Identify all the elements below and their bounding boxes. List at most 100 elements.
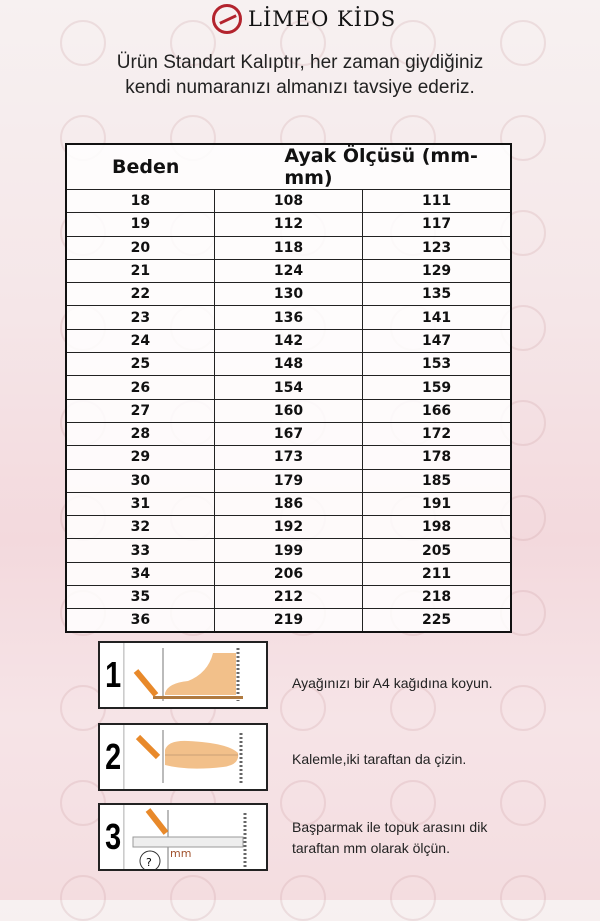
max-length-cell: 117: [362, 212, 512, 237]
watermark-logo-icon: [390, 685, 436, 731]
size-cell: 27: [65, 398, 215, 423]
table-row: 24 142 147: [65, 328, 512, 354]
size-cell: 25: [65, 352, 215, 377]
min-length-cell: 199: [213, 538, 364, 563]
watermark-logo-icon: [60, 20, 106, 66]
foot-outline-icon: [135, 730, 243, 783]
size-cell: 36: [65, 608, 215, 633]
watermark-logo-icon: [390, 780, 436, 826]
watermark-logo-icon: [500, 20, 546, 66]
size-cell: 21: [65, 258, 215, 284]
watermark-logo-icon: [500, 685, 546, 731]
table-row: 27 160 166: [65, 398, 512, 423]
table-row: 18 108 111: [65, 188, 512, 214]
size-cell: 23: [65, 305, 215, 330]
size-chart-table: Beden Ayak Ölçüsü (mm-mm) 18 108 111 19 112 1…: [65, 143, 512, 634]
table-row: 23 136 141: [65, 305, 512, 330]
max-length-cell: 172: [362, 421, 512, 447]
size-cell: 26: [65, 375, 215, 400]
table-row: 36 219 225: [65, 608, 512, 633]
table-row: 26 154 159: [65, 375, 512, 400]
table-row: 20 118 123: [65, 235, 512, 260]
watermark-logo-icon: [390, 20, 436, 66]
max-length-cell: 185: [362, 468, 512, 493]
max-length-cell: 111: [362, 188, 512, 214]
max-length-cell: 191: [362, 491, 512, 517]
max-length-cell: 211: [362, 561, 512, 587]
size-cell: 24: [65, 328, 215, 354]
min-length-cell: 173: [213, 445, 364, 470]
min-length-cell: 142: [213, 328, 364, 354]
min-length-cell: 148: [213, 352, 364, 377]
step-1-text: Ayağınızı bir A4 kağıdına koyun.: [292, 675, 493, 691]
size-cell: 35: [65, 585, 215, 610]
max-length-cell: 123: [362, 235, 512, 260]
step-number: 1: [103, 643, 125, 707]
max-length-cell: 166: [362, 398, 512, 423]
watermark-logo-icon: [280, 20, 326, 66]
table-row: 30 179 185: [65, 468, 512, 493]
watermark-logo-icon: [390, 875, 436, 921]
step-number: 2: [103, 725, 125, 789]
watermark-logo-icon: [280, 780, 326, 826]
ruler-unit-label: mm: [170, 847, 191, 860]
step-3-text: Başparmak ile topuk arasını dik taraftan…: [292, 819, 488, 856]
min-length-cell: 212: [213, 585, 364, 610]
header-size: Beden: [112, 156, 180, 178]
min-length-cell: 219: [213, 608, 364, 633]
max-length-cell: 205: [362, 538, 512, 563]
size-cell: 19: [65, 212, 215, 237]
table-row: 25 148 153: [65, 352, 512, 377]
step-number: 3: [103, 805, 125, 869]
min-length-cell: 118: [213, 235, 364, 260]
size-cell: 32: [65, 515, 215, 540]
size-cell: 22: [65, 282, 215, 307]
table-row: 19 112 117: [65, 212, 512, 237]
intro-text: Ürün Standart Kalıptır, her zaman giydiğ…: [116, 52, 484, 98]
table-row: 22 130 135: [65, 282, 512, 307]
max-length-cell: 218: [362, 585, 512, 610]
logo-icon: [212, 4, 242, 34]
watermark-logo-icon: [500, 115, 546, 161]
max-length-cell: 159: [362, 375, 512, 400]
max-length-cell: 225: [362, 608, 512, 633]
watermark-logo-icon: [500, 780, 546, 826]
table-row: 31 186 191: [65, 491, 512, 517]
table-row: 28 167 172: [65, 421, 512, 447]
size-cell: 20: [65, 235, 215, 260]
table-row: 33 199 205: [65, 538, 512, 563]
brand-logo: LİMEO KİDS: [212, 4, 396, 34]
max-length-cell: 141: [362, 305, 512, 330]
step-2-illustration: 2: [98, 723, 268, 791]
size-cell: 29: [65, 445, 215, 470]
watermark-logo-icon: [280, 685, 326, 731]
max-length-cell: 135: [362, 282, 512, 307]
min-length-cell: 186: [213, 491, 364, 517]
watermark-logo-icon: [280, 875, 326, 921]
size-cell: 18: [65, 188, 215, 214]
header-foot-length: Ayak Ölçüsü (mm-mm): [284, 145, 478, 189]
max-length-cell: 129: [362, 258, 512, 284]
step-3-illustration: 3 mm ?: [98, 803, 268, 871]
size-cell: 33: [65, 538, 215, 563]
foot-on-paper-icon: [133, 648, 243, 701]
size-cell: 31: [65, 491, 215, 517]
table-header: Beden Ayak Ölçüsü (mm-mm): [66, 144, 511, 190]
watermark-logo-icon: [500, 875, 546, 921]
max-length-cell: 198: [362, 515, 512, 540]
min-length-cell: 112: [213, 212, 364, 237]
size-cell: 30: [65, 468, 215, 493]
table-row: 35 212 218: [65, 585, 512, 610]
table-row: 34 206 211: [65, 561, 512, 587]
min-length-cell: 192: [213, 515, 364, 540]
min-length-cell: 130: [213, 282, 364, 307]
min-length-cell: 167: [213, 421, 364, 447]
question-badge: ?: [146, 856, 152, 869]
min-length-cell: 160: [213, 398, 364, 423]
watermark-logo-icon: [170, 875, 216, 921]
min-length-cell: 154: [213, 375, 364, 400]
brand-name: LİMEO KİDS: [248, 7, 397, 31]
table-row: 21 124 129: [65, 258, 512, 284]
size-cell: 34: [65, 561, 215, 587]
step-1-illustration: 1: [98, 641, 268, 709]
